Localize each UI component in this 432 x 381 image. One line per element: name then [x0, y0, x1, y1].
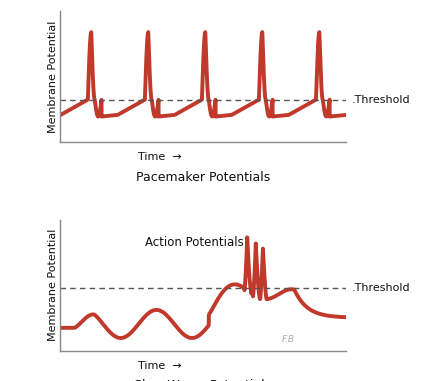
Text: .Threshold: .Threshold — [351, 94, 410, 105]
Text: Slow Wave  Potentials: Slow Wave Potentials — [134, 379, 272, 381]
Text: Time  →: Time → — [139, 361, 182, 371]
Text: Time  →: Time → — [139, 152, 182, 162]
Y-axis label: Membrane Potential: Membrane Potential — [48, 229, 58, 341]
Text: Action Potentials: Action Potentials — [145, 236, 244, 249]
Text: F.B: F.B — [282, 335, 295, 344]
Y-axis label: Membrane Potential: Membrane Potential — [48, 21, 58, 133]
Text: .Threshold: .Threshold — [351, 283, 410, 293]
Text: Pacemaker Potentials: Pacemaker Potentials — [136, 171, 270, 184]
